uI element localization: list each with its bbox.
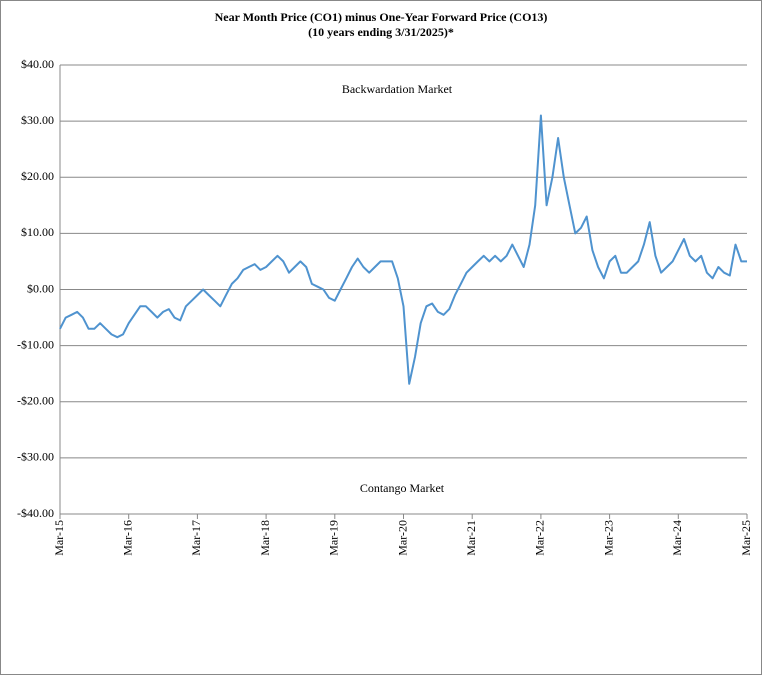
data-line <box>59 114 747 385</box>
y-tick-label: $0.00 <box>27 281 54 295</box>
x-tick-label: Mar-21 <box>464 520 478 556</box>
x-tick-label: Mar-19 <box>327 520 341 556</box>
chart-title: Near Month Price (CO1) minus One-Year Fo… <box>215 10 548 24</box>
y-tick-label: $10.00 <box>21 225 54 239</box>
x-tick-label: Mar-22 <box>533 520 547 556</box>
chart-subtitle: (10 years ending 3/31/2025)* <box>308 25 454 39</box>
y-tick-label: -$10.00 <box>17 337 54 351</box>
x-tick-label: Mar-23 <box>601 520 615 556</box>
x-tick-label: Mar-25 <box>739 520 753 556</box>
x-tick-label: Mar-20 <box>395 520 409 556</box>
annotation: Contango Market <box>360 481 445 495</box>
y-tick-label: -$40.00 <box>17 506 54 520</box>
x-tick-label: Mar-24 <box>670 520 684 556</box>
x-tick-label: Mar-15 <box>52 520 66 556</box>
y-tick-label: -$30.00 <box>17 450 54 464</box>
y-tick-label: -$20.00 <box>17 394 54 408</box>
x-tick-label: Mar-16 <box>120 520 134 556</box>
annotation: Backwardation Market <box>342 82 453 96</box>
x-tick-label: Mar-18 <box>258 520 272 556</box>
x-tick-label: Mar-17 <box>189 520 203 556</box>
y-tick-label: $20.00 <box>21 169 54 183</box>
y-tick-label: $30.00 <box>21 113 54 127</box>
y-tick-label: $40.00 <box>21 57 54 71</box>
